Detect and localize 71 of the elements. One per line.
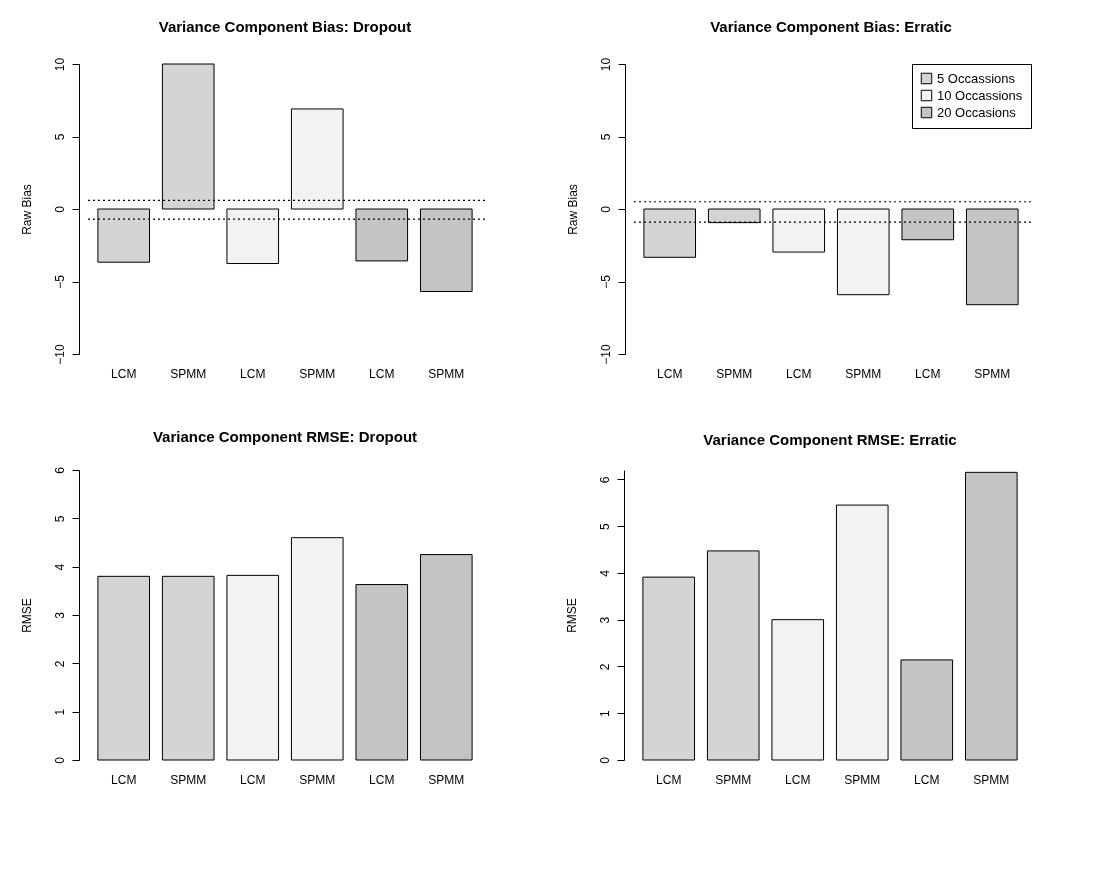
x-tick-label: SPMM <box>428 366 465 381</box>
y-tick-label: −5 <box>598 274 613 289</box>
y-tick-label: 5 <box>52 515 67 523</box>
y-axis-title: Raw Bias <box>19 184 34 235</box>
y-tick-label: 10 <box>52 57 67 72</box>
x-tick-label: SPMM <box>715 772 752 787</box>
x-tick-label: LCM <box>786 366 812 381</box>
bar <box>642 576 696 761</box>
y-tick-label: 2 <box>52 660 67 668</box>
bar <box>771 619 825 761</box>
y-tick-label: 6 <box>52 466 67 474</box>
x-tick-label: LCM <box>111 366 137 381</box>
x-tick-label: LCM <box>369 772 395 787</box>
y-tick-label: 3 <box>52 611 67 619</box>
y-axis-title: RMSE <box>19 598 34 633</box>
x-tick-label: SPMM <box>428 772 465 787</box>
x-tick-label: SPMM <box>716 366 753 381</box>
bar <box>97 575 151 761</box>
x-tick-label: SPMM <box>974 366 1011 381</box>
y-tick-label: −5 <box>52 274 67 289</box>
legend-label: 10 Occassions <box>937 87 1023 103</box>
y-tick-label: 10 <box>598 57 613 72</box>
y-tick-label: 1 <box>597 710 612 718</box>
x-tick-label: LCM <box>785 772 811 787</box>
bar <box>835 504 889 761</box>
y-tick-label: 0 <box>597 756 612 764</box>
bar <box>290 537 344 761</box>
y-tick-label: 5 <box>52 133 67 141</box>
x-tick-label: LCM <box>111 772 137 787</box>
x-tick-label: SPMM <box>170 772 207 787</box>
y-tick-label: 1 <box>52 708 67 716</box>
y-tick-label: −10 <box>52 344 67 365</box>
y-tick-label: 0 <box>52 756 67 764</box>
y-axis-title: RMSE <box>564 598 579 633</box>
y-tick-label: 5 <box>598 133 613 141</box>
bar <box>706 550 760 761</box>
y-tick-label: 6 <box>597 476 612 484</box>
y-tick-label: 4 <box>52 563 67 571</box>
chart-title: Variance Component RMSE: Erratic <box>703 431 957 448</box>
legend-label: 20 Occasions <box>937 104 1017 120</box>
legend-label: 5 Occassions <box>937 70 1016 86</box>
x-tick-label: SPMM <box>973 772 1010 787</box>
x-tick-label: SPMM <box>844 772 881 787</box>
chart-title: Variance Component RMSE: Dropout <box>152 427 418 445</box>
x-tick-label: LCM <box>914 772 940 787</box>
y-tick-label: 0 <box>52 205 67 213</box>
bar <box>226 574 280 761</box>
chart-title: Variance Component Bias: Erratic <box>710 18 952 36</box>
y-axis-title: Raw Bias <box>565 184 580 235</box>
y-tick-label: 4 <box>597 569 612 577</box>
x-tick-label: SPMM <box>845 366 882 381</box>
bar <box>355 584 409 761</box>
x-tick-label: LCM <box>656 772 682 787</box>
bar <box>161 575 215 761</box>
x-tick-label: SPMM <box>170 366 207 381</box>
x-tick-label: SPMM <box>299 366 336 381</box>
bar <box>964 471 1018 761</box>
x-tick-label: LCM <box>915 366 941 381</box>
x-tick-label: SPMM <box>299 772 336 787</box>
x-tick-label: LCM <box>369 366 395 381</box>
chart-title: Variance Component Bias: Dropout <box>158 18 412 36</box>
bar <box>900 659 954 761</box>
x-tick-label: LCM <box>240 772 266 787</box>
y-tick-label: 3 <box>597 616 612 624</box>
bar <box>419 554 473 761</box>
y-tick-label: −10 <box>598 344 613 365</box>
y-tick-label: 2 <box>597 663 612 671</box>
y-tick-label: 0 <box>598 205 613 213</box>
x-tick-label: LCM <box>657 366 683 381</box>
x-tick-label: LCM <box>240 366 266 381</box>
y-tick-label: 5 <box>597 522 612 530</box>
